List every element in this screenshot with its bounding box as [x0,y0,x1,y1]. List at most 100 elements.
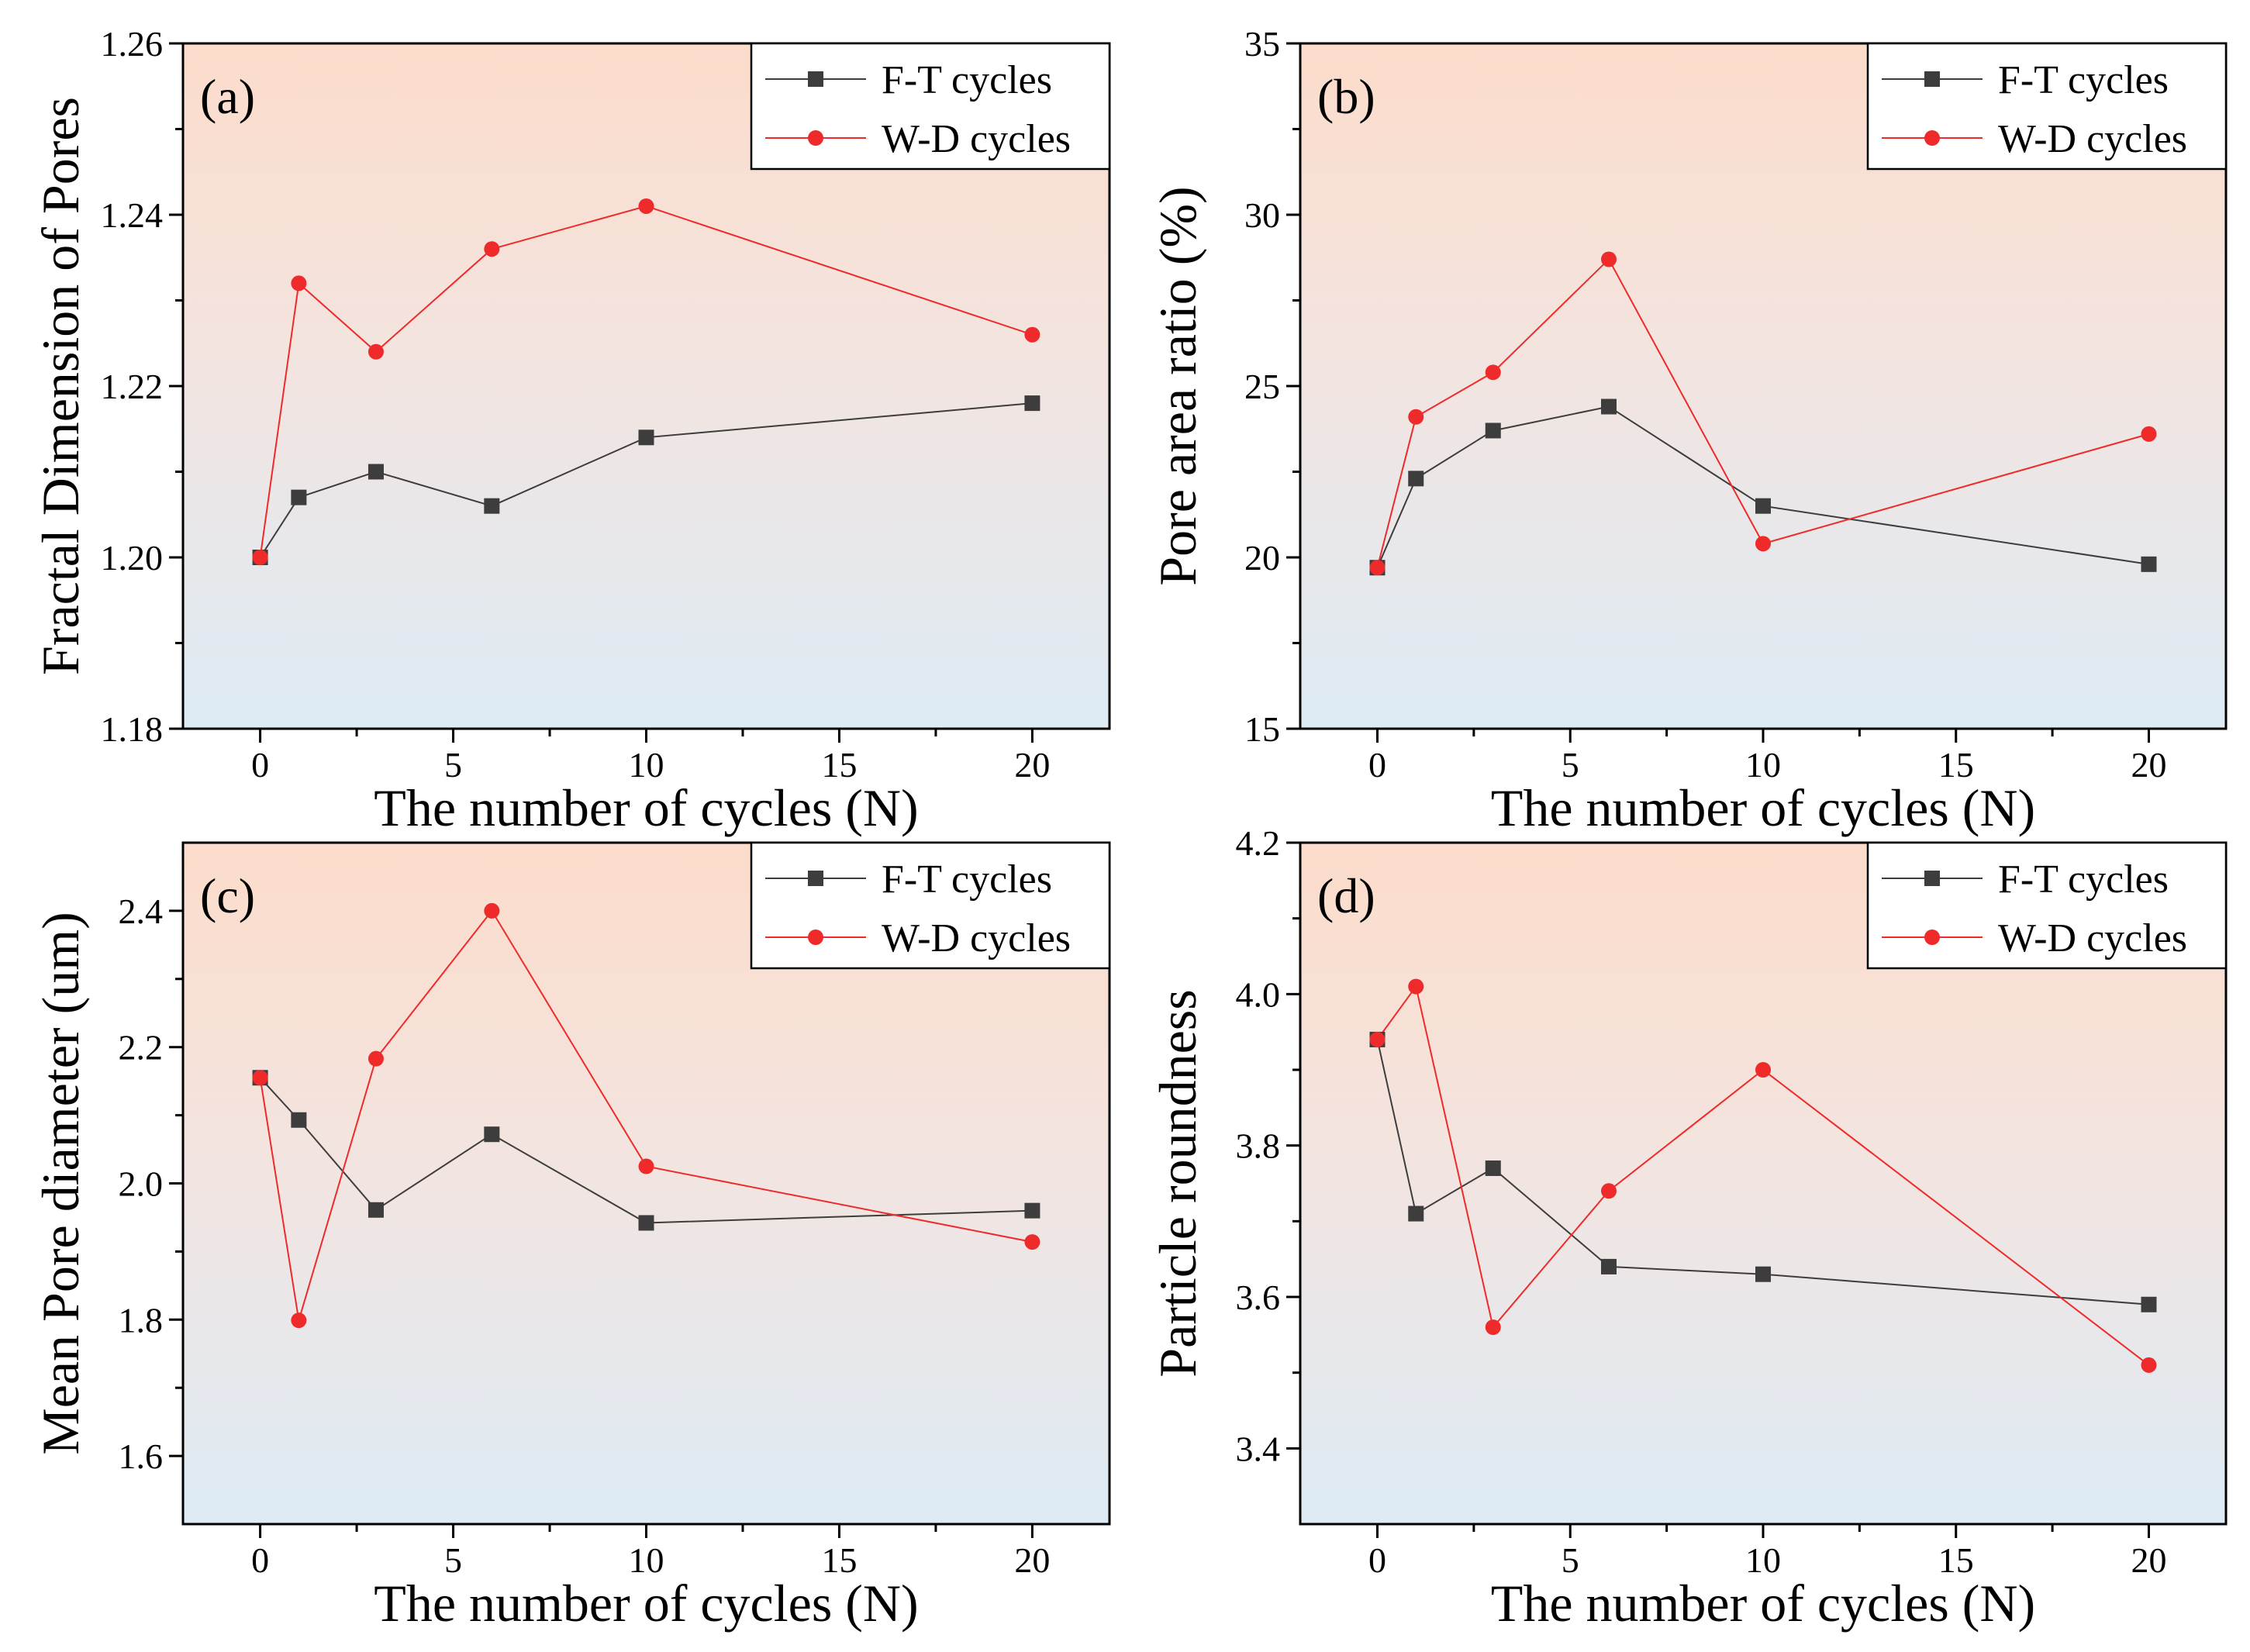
legend-marker-circle [1924,130,1940,146]
y-tick-label: 4.0 [1236,974,1281,1014]
data-point-wd [1755,536,1771,552]
y-axis-title: Fractal Dimension of Pores [31,97,90,675]
data-point-ft [1485,422,1501,439]
y-tick-label: 15 [1244,709,1280,749]
x-axis-title: The number of cycles (N) [374,1574,918,1633]
x-tick-label: 0 [1368,745,1386,785]
data-point-ft [1024,395,1040,412]
data-point-ft [1485,1160,1501,1176]
panel-label: (d) [1317,868,1375,923]
x-tick-label: 10 [1745,1540,1781,1580]
legend-label: W-D cycles [882,117,1071,161]
x-tick-label: 5 [444,1540,462,1580]
data-point-wd [368,343,384,360]
x-tick-label: 20 [1014,1540,1050,1580]
legend-box [1866,841,2228,970]
x-axis-title: The number of cycles (N) [1491,778,2035,837]
series-line-wd [1376,257,2149,568]
data-point-wd [1369,560,1386,576]
data-point-ft [638,429,654,446]
y-tick-label: 1.20 [101,538,164,578]
y-tick-label: 3.4 [1236,1429,1281,1468]
x-tick-label: 20 [1014,745,1050,785]
data-point-wd [291,1312,307,1329]
data-point-wd [484,241,500,257]
data-point-ft [638,1215,654,1231]
x-tick-label: 0 [251,1540,269,1580]
data-point-wd [1408,978,1424,995]
legend-label: F-T cycles [1998,58,2169,102]
data-point-wd [1024,326,1040,343]
y-tick-label: 25 [1244,367,1280,406]
data-point-wd [1485,1319,1501,1336]
y-tick-label: 2.0 [119,1164,164,1204]
y-tick-label: 1.18 [101,709,164,749]
panel-label: (b) [1317,69,1375,124]
legend: F-T cycles W-D cycles [1866,841,2228,970]
x-tick-label: 15 [821,1540,857,1580]
x-tick-label: 0 [1368,1540,1386,1580]
x-tick-label: 10 [629,745,664,785]
data-point-wd [252,1070,268,1086]
series-line-wd [259,205,1033,558]
data-point-wd [484,902,500,919]
series-line-ft [1376,1039,2149,1305]
legend: F-T cycles W-D cycles [750,841,1111,970]
data-point-wd [2141,426,2157,442]
data-point-wd [1485,364,1501,381]
data-point-ft [1024,1202,1040,1219]
y-tick-label: 20 [1244,538,1280,578]
data-point-ft [1601,398,1617,415]
x-tick-label: 10 [1745,745,1781,785]
x-tick-label: 20 [2131,745,2167,785]
legend: F-T cycles W-D cycles [1866,42,2228,171]
y-tick-label: 1.8 [119,1300,164,1340]
legend-marker-square [1924,871,1940,886]
chart-panel-d: 0 5 10 15 20 3.4 3.6 3.8 4.0 4.2 The number of cyc… [1148,823,2228,1633]
x-tick-label: 15 [821,745,857,785]
panel-label: (c) [200,868,255,923]
data-point-wd [252,550,268,565]
data-point-wd [1024,1234,1040,1250]
legend-marker-circle [808,130,823,146]
legend-box [750,841,1111,970]
legend-marker-square [808,871,823,886]
y-tick-label: 3.8 [1236,1126,1281,1166]
chart-panel-a: 0 5 10 15 20 1.18 1.20 1.22 1.24 1.26 The number o… [31,24,1111,837]
data-point-ft [1755,498,1771,514]
data-point-wd [2141,1357,2157,1373]
y-tick-label: 2.2 [119,1028,164,1067]
legend-label: W-D cycles [882,916,1071,961]
data-point-ft [1601,1258,1617,1274]
chart-panel-c: 0 5 10 15 20 1.6 1.8 2.0 2.2 2.4 The number of cyc… [31,841,1111,1633]
y-tick-label: 30 [1244,195,1280,235]
data-point-wd [1408,409,1424,425]
y-tick-label: 1.22 [101,367,164,406]
y-tick-label: 3.6 [1236,1278,1281,1317]
x-axis-title: The number of cycles (N) [374,778,918,837]
x-tick-label: 0 [251,745,269,785]
data-point-ft [1408,1205,1424,1222]
y-axis-title: Particle roundness [1148,989,1207,1377]
legend-marker-circle [808,929,823,945]
data-point-ft [484,498,500,514]
data-point-wd [638,198,654,214]
x-tick-label: 15 [1938,1540,1974,1580]
data-point-wd [1601,251,1617,267]
data-point-wd [1755,1062,1771,1078]
x-tick-label: 5 [1562,1540,1579,1580]
data-point-ft [1755,1266,1771,1282]
data-point-ft [291,1112,307,1128]
legend-box [1866,42,2228,171]
x-tick-label: 5 [1562,745,1579,785]
y-tick-label: 2.4 [119,892,164,931]
data-point-ft [1408,471,1424,487]
data-point-wd [1369,1031,1386,1047]
data-point-wd [638,1158,654,1174]
data-point-ft [368,464,384,480]
legend-label: W-D cycles [1998,916,2187,961]
y-axis-title: Pore area ratio (%) [1148,186,1207,585]
legend-marker-circle [1924,929,1940,945]
x-tick-label: 10 [629,1540,664,1580]
